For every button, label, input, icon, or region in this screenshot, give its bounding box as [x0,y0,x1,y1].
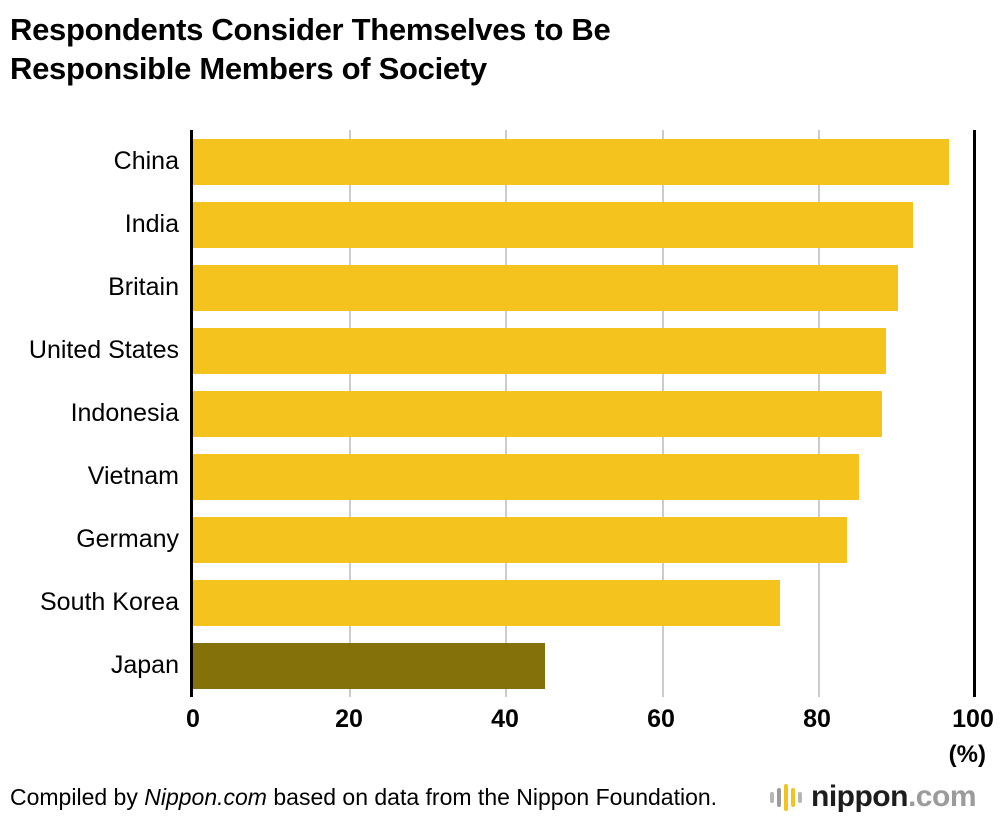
source-site-name: Nippon.com [144,783,267,810]
x-tick-label: 0 [186,705,200,734]
chart-row [193,634,976,697]
unit-label: (%) [948,741,986,769]
y-axis-label: India [124,210,179,239]
y-axis-label: Germany [76,525,179,554]
y-axis-label: Japan [110,651,179,680]
y-axis-label: Britain [108,273,179,302]
y-axis-label: Indonesia [70,399,179,428]
soundwave-bar [770,791,774,803]
source-text: Compiled by Nippon.com based on data fro… [10,784,717,811]
soundwave-bar [777,787,781,807]
x-axis-row: 0 20 40 60 80 100 [10,697,994,739]
chart-row [193,508,976,571]
unit-row: (%) [10,739,986,769]
bar-india [193,201,914,248]
chart-row [193,256,976,319]
x-tick-label: 20 [335,705,363,734]
y-labels: China India Britain United States Indonesia V… [10,130,190,697]
chart-row [193,382,976,445]
logo-name: nippon [811,780,908,813]
source-prefix: Compiled by [10,783,145,810]
y-axis-label: United States [28,336,179,365]
footer: Compiled by Nippon.com based on data fro… [10,780,977,814]
bar-chart: China India Britain United States Indonesia V… [10,130,976,698]
plot-area [190,130,976,698]
y-axis-label: China [113,147,179,176]
chart-row [193,571,976,634]
chart-title: Respondents Consider Themselves to Be Re… [10,12,611,87]
source-suffix: based on data from the Nippon Foundation… [266,783,718,810]
right-axis-line [973,130,976,698]
x-tick-label: 80 [803,705,831,734]
x-tick-label: 60 [647,705,675,734]
bar-germany [193,516,847,563]
bar-britain [193,264,898,311]
logo-tld: .com [907,780,977,813]
soundwave-icon [770,783,802,811]
nippon-logo[interactable]: nippon.com [770,780,977,814]
bar-vietnam [193,453,859,500]
chart-row [193,193,976,256]
chart-row [193,319,976,382]
x-tick-label: 100 [952,705,994,734]
bar-china [193,138,949,185]
bar-united-states [193,327,886,374]
logo-wordmark: nippon.com [811,780,977,814]
y-axis-label: South Korea [40,588,179,617]
x-axis-spacer [10,697,190,739]
chart-row [193,130,976,193]
x-tick-label: 40 [491,705,519,734]
chart-row [193,445,976,508]
bar-japan [193,642,546,689]
x-axis: 0 20 40 60 80 100 [186,705,994,739]
soundwave-bar [784,783,788,811]
soundwave-bar [798,791,802,803]
y-axis-label: Vietnam [87,462,179,491]
soundwave-bar [791,787,795,807]
bar-south-korea [193,579,781,626]
bar-indonesia [193,390,883,437]
